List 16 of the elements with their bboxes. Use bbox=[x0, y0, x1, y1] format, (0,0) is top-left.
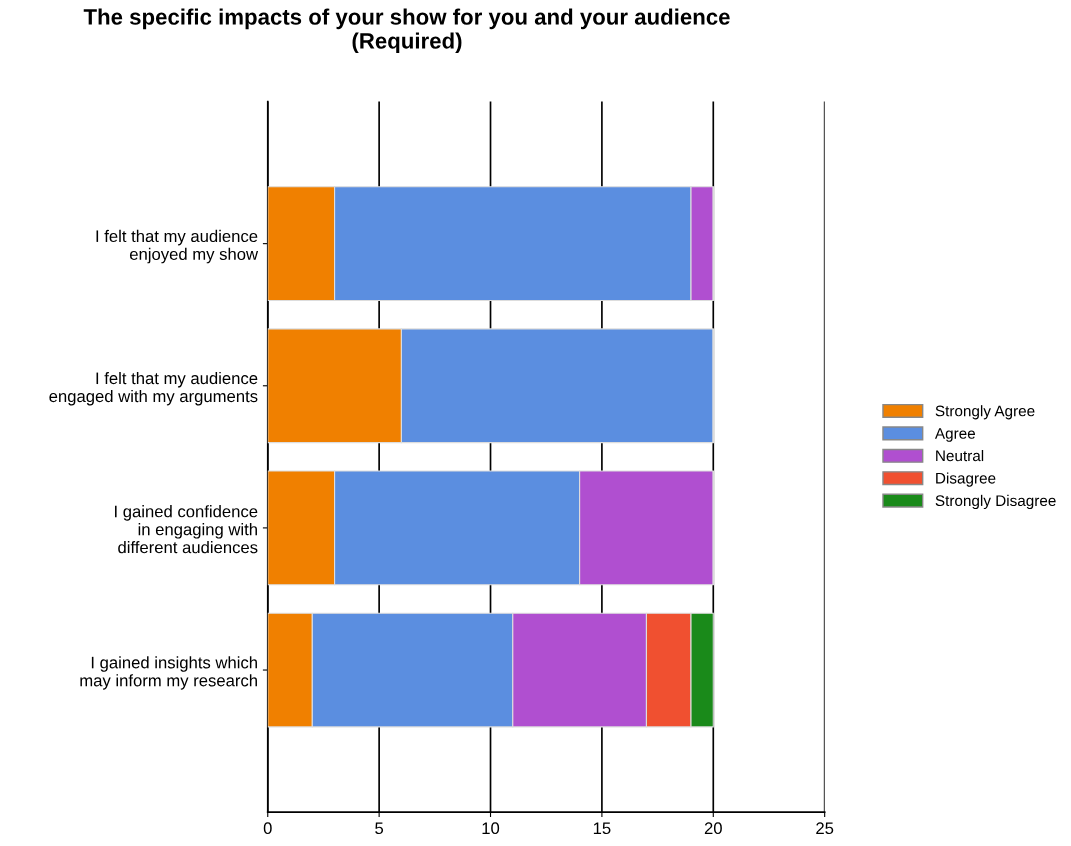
legend-label: Neutral bbox=[936, 449, 984, 462]
x-tick-label: 20 bbox=[704, 822, 722, 835]
chart-title: The specific impacts of your show for you and your audience (Required) bbox=[83, 8, 730, 54]
legend-label: Strongly Disagree bbox=[935, 494, 1056, 510]
legend-label: Agree bbox=[934, 428, 976, 442]
x-tick-label: 25 bbox=[816, 822, 834, 835]
x-tick-label: 10 bbox=[482, 822, 500, 835]
x-tick-label: 5 bbox=[375, 822, 384, 835]
legend-label: Disagree bbox=[936, 472, 996, 487]
x-tick-label: 15 bbox=[593, 822, 611, 835]
legend-label: Strongly Agree bbox=[935, 405, 1035, 420]
y-tick-label: I gained insights which may inform my research bbox=[80, 656, 257, 690]
x-tick-label: 0 bbox=[263, 822, 272, 835]
y-tick-label: I gained confidence in engaging with different audiences bbox=[115, 505, 258, 554]
y-tick-label: I felt that my audience enjoyed my show bbox=[96, 229, 259, 264]
y-tick-label: I felt that my audience engaged with my arguments bbox=[49, 371, 258, 406]
